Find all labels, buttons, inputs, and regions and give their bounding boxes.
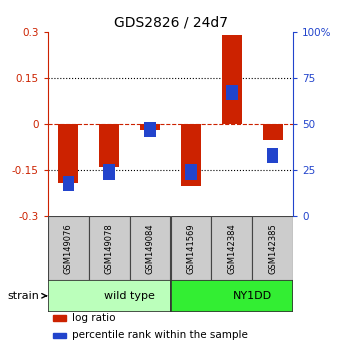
Bar bbox=[145, 122, 155, 137]
Text: GSM141569: GSM141569 bbox=[187, 223, 195, 274]
Bar bbox=[186, 165, 196, 180]
Bar bbox=[252, 216, 293, 280]
Bar bbox=[104, 165, 115, 180]
Bar bbox=[170, 280, 293, 312]
Bar bbox=[181, 124, 201, 186]
Bar bbox=[99, 124, 119, 167]
Text: GSM149078: GSM149078 bbox=[105, 223, 114, 274]
Bar bbox=[226, 85, 237, 101]
Bar bbox=[48, 280, 170, 312]
Bar bbox=[211, 216, 252, 280]
Title: GDS2826 / 24d7: GDS2826 / 24d7 bbox=[114, 15, 227, 29]
Text: GSM149076: GSM149076 bbox=[64, 223, 73, 274]
Text: GSM149084: GSM149084 bbox=[146, 223, 154, 274]
Text: GSM142385: GSM142385 bbox=[268, 223, 277, 274]
Bar bbox=[63, 176, 74, 191]
Bar bbox=[170, 216, 211, 280]
Text: wild type: wild type bbox=[104, 291, 155, 301]
Bar bbox=[53, 333, 66, 338]
Text: strain: strain bbox=[8, 291, 40, 301]
Bar bbox=[140, 124, 160, 130]
Bar bbox=[58, 124, 78, 183]
Bar bbox=[89, 216, 130, 280]
Text: GSM142384: GSM142384 bbox=[227, 223, 236, 274]
Text: log ratio: log ratio bbox=[72, 313, 116, 323]
Bar bbox=[222, 35, 242, 124]
Text: percentile rank within the sample: percentile rank within the sample bbox=[72, 330, 248, 341]
Bar bbox=[53, 315, 66, 321]
Bar bbox=[48, 216, 89, 280]
Bar bbox=[267, 148, 278, 163]
Text: NY1DD: NY1DD bbox=[233, 291, 272, 301]
Bar bbox=[130, 216, 170, 280]
Bar bbox=[263, 124, 283, 139]
